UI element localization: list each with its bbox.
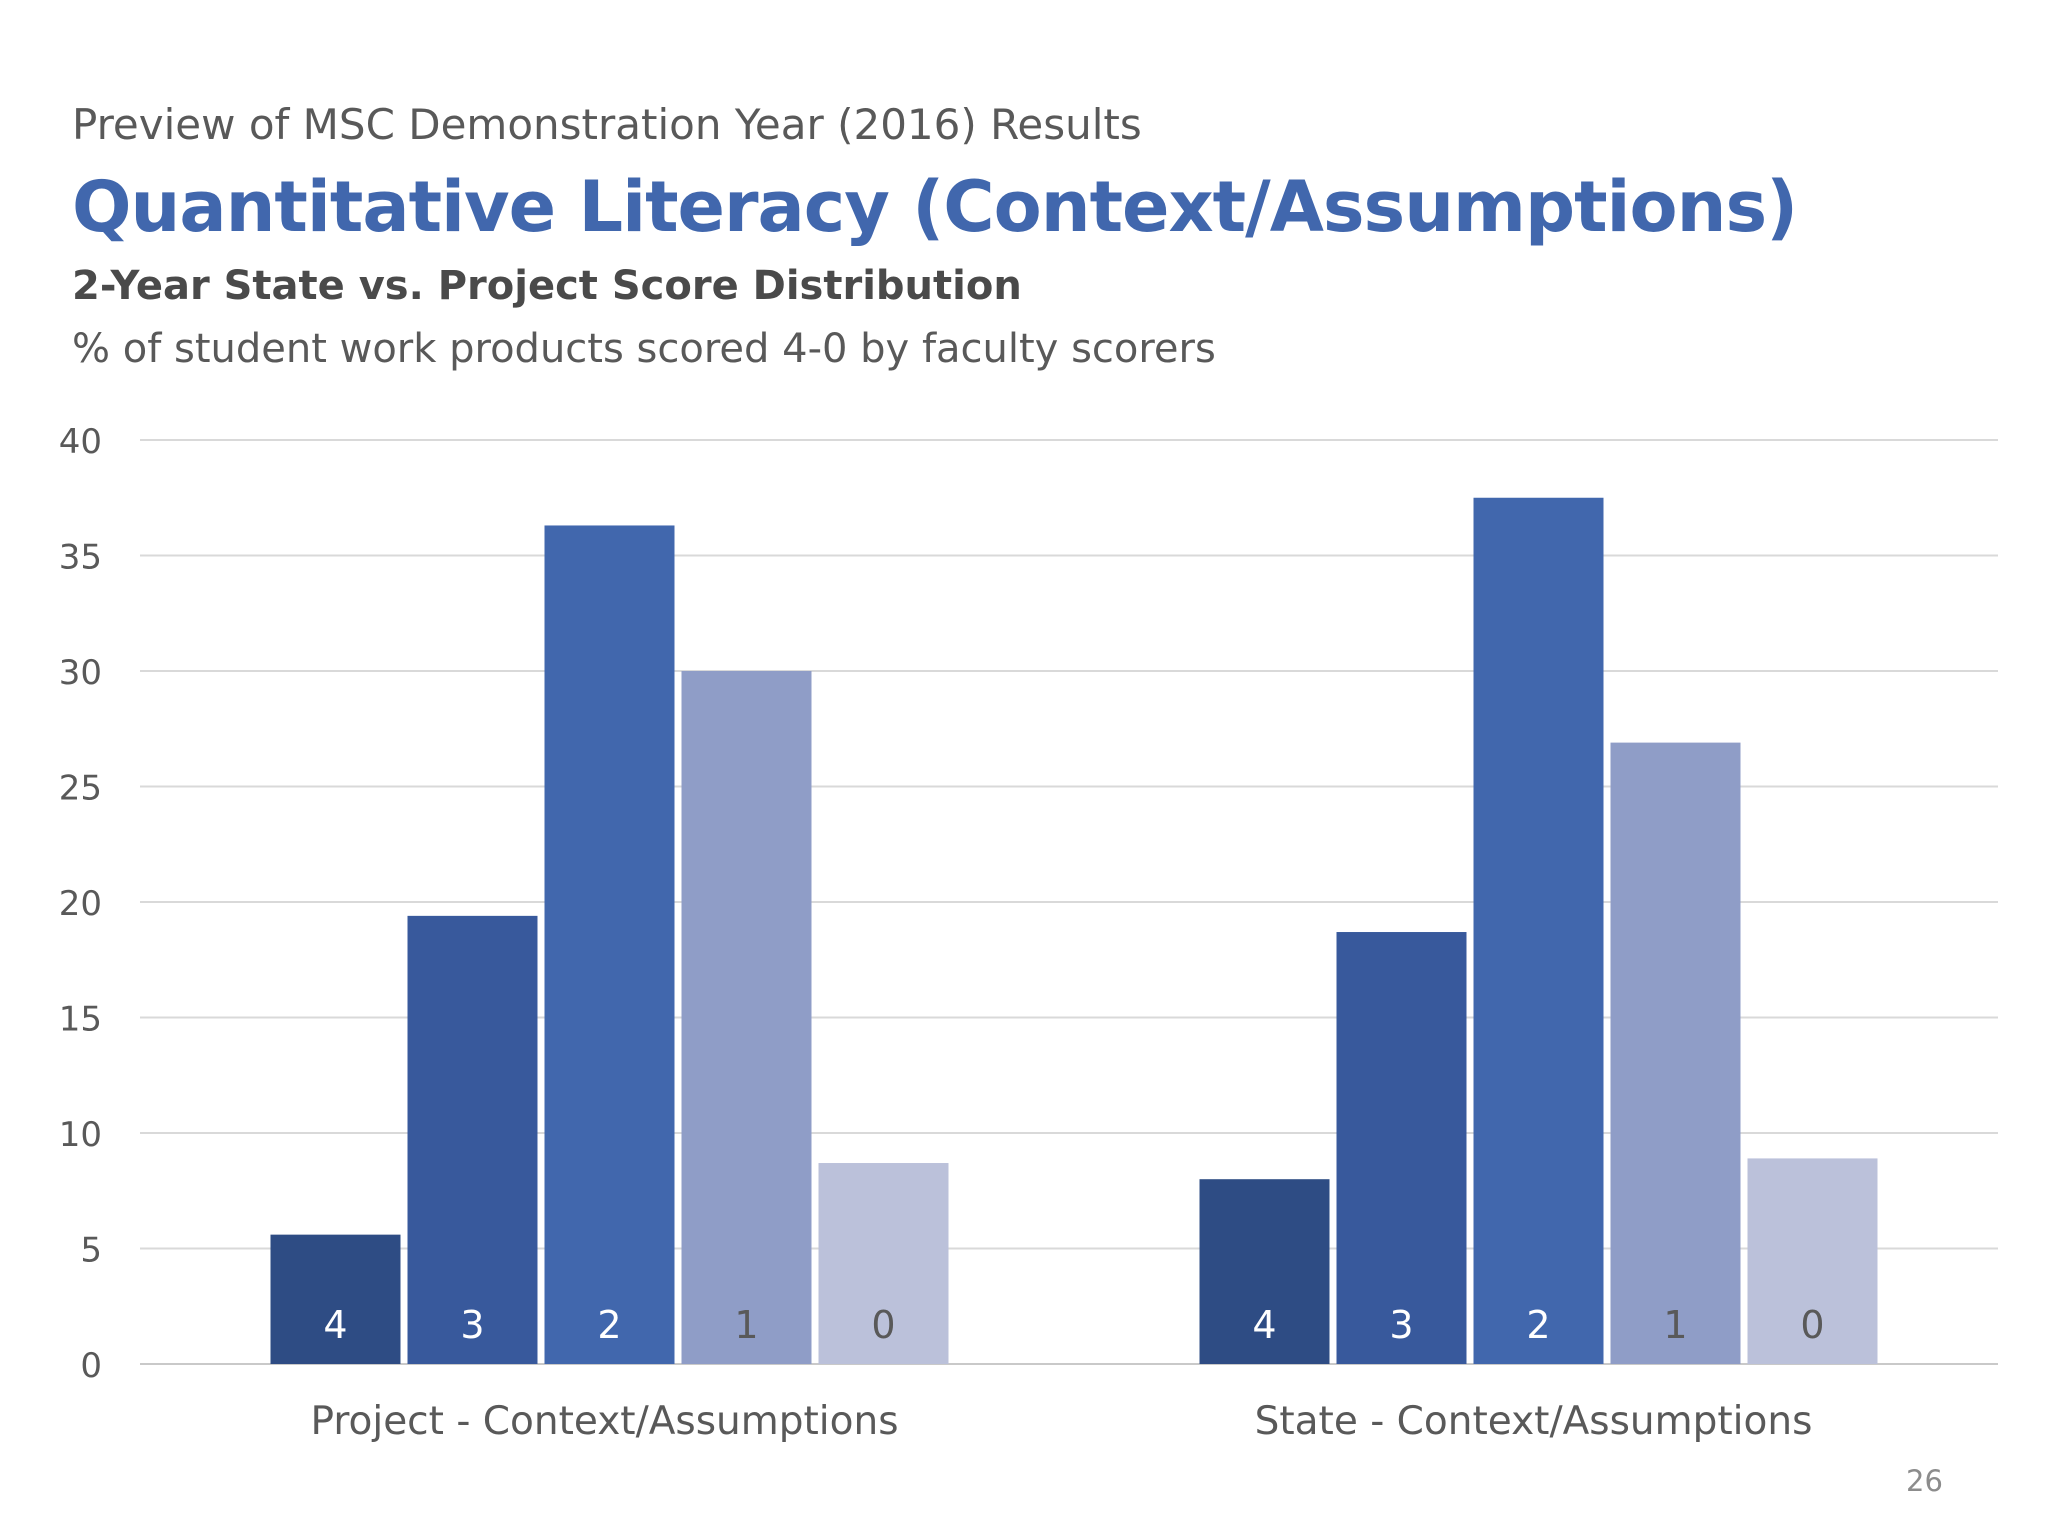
slide-description: % of student work products scored 4-0 by… [72, 326, 1216, 372]
y-tick-label: 5 [80, 1231, 102, 1271]
bar-score-3-project [407, 915, 538, 1364]
bar-score-label: 1 [1663, 1303, 1687, 1347]
y-tick-label: 10 [59, 1115, 102, 1155]
category-labels: Project - Context/Assumptions State - Con… [310, 1399, 1812, 1444]
slide-subtitle: 2-Year State vs. Project Score Distribut… [72, 263, 1022, 309]
y-tick-label: 0 [80, 1346, 102, 1386]
bar-score-label: 2 [597, 1303, 621, 1347]
bar-score-1-state [1610, 742, 1741, 1364]
bar-score-label: 2 [1526, 1303, 1550, 1347]
bar-score-3-state [1336, 932, 1467, 1364]
y-tick-label: 40 [59, 422, 102, 462]
y-tick-label: 25 [59, 769, 102, 809]
y-axis-ticks: 0 5 10 15 20 25 30 35 40 [59, 422, 102, 1386]
page-number: 26 [1906, 1464, 1943, 1498]
y-tick-label: 15 [59, 1000, 102, 1040]
bar-score-label: 3 [460, 1303, 484, 1347]
category-label: State - Context/Assumptions [1255, 1399, 1813, 1444]
bar-score-label: 4 [323, 1303, 347, 1347]
bar-score-4-state [1199, 1179, 1330, 1364]
bar-score-1-project [681, 671, 812, 1364]
bar-score-4-project [270, 1234, 401, 1364]
category-label: Project - Context/Assumptions [310, 1399, 898, 1444]
slide-kicker: Preview of MSC Demonstration Year (2016)… [72, 100, 1142, 149]
bar-score-0-state [1747, 1158, 1878, 1364]
bar-score-2-project [544, 525, 675, 1364]
slide-title: Quantitative Literacy (Context/Assumptio… [72, 166, 1798, 248]
y-tick-label: 35 [59, 538, 102, 578]
y-tick-label: 30 [59, 653, 102, 693]
bar-score-2-state [1473, 497, 1604, 1364]
bar-score-label: 0 [1800, 1303, 1824, 1347]
bar-labels: 4 3 2 1 0 4 3 2 1 0 [323, 1303, 1824, 1347]
bar-score-label: 0 [871, 1303, 895, 1347]
y-tick-label: 20 [59, 884, 102, 924]
bar-score-label: 3 [1389, 1303, 1413, 1347]
bar-score-label: 1 [734, 1303, 758, 1347]
bar-score-label: 4 [1252, 1303, 1276, 1347]
bars [270, 497, 1878, 1364]
bar-score-0-project [818, 1163, 949, 1364]
